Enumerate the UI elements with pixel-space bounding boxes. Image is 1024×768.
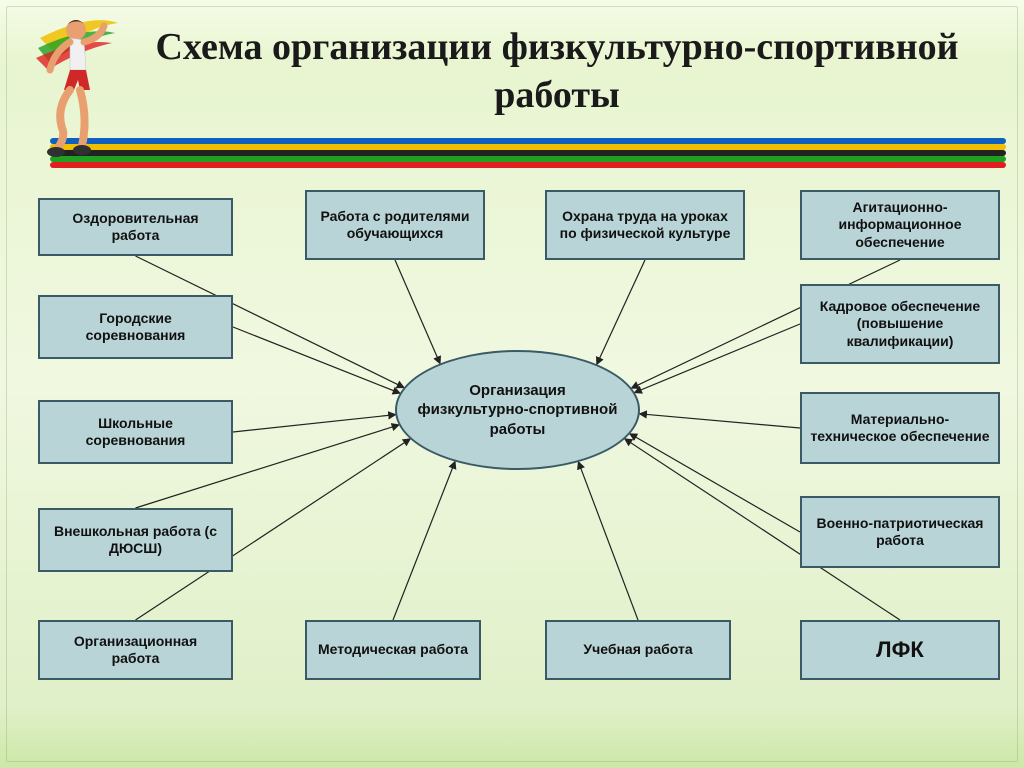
diagram-node: Учебная работа [545,620,731,680]
diagram-node-label: Внешкольная работа (с ДЮСШ) [48,523,223,558]
diagram-node-label: Организационная работа [48,633,223,668]
diagram-node: Работа с родителями обучающихся [305,190,485,260]
stripe [50,162,1006,168]
diagram-node-label: Учебная работа [583,641,692,659]
diagram-node-label: Школьные соревнования [48,415,223,450]
diagram-node: Городские соревнования [38,295,233,359]
slide-title: Схема организации физкультурно-спортивно… [120,24,994,119]
diagram-node-label: Агитационно-информационное обеспечение [810,199,990,252]
diagram-node: Кадровое обеспечение (повышение квалифик… [800,284,1000,364]
diagram-node: Военно-патриотическая работа [800,496,1000,568]
diagram-node: Материально-техническое обеспечение [800,392,1000,464]
diagram-node: Охрана труда на уроках по физической кул… [545,190,745,260]
decorative-stripes [50,138,1006,164]
diagram-node-label: ЛФК [876,636,924,664]
diagram-node-label: Оздоровительная работа [48,210,223,245]
diagram-area: Организация физкультурно-спортивной рабо… [0,180,1024,768]
diagram-node: Методическая работа [305,620,481,680]
diagram-node: Организационная работа [38,620,233,680]
diagram-node: Школьные соревнования [38,400,233,464]
diagram-node: Внешкольная работа (с ДЮСШ) [38,508,233,572]
diagram-node-label: Военно-патриотическая работа [810,515,990,550]
diagram-node-label: Работа с родителями обучающихся [315,208,475,243]
diagram-node-label: Охрана труда на уроках по физической кул… [555,208,735,243]
diagram-node-label: Материально-техническое обеспечение [810,411,990,446]
center-node: Организация физкультурно-спортивной рабо… [395,350,640,470]
diagram-node-label: Городские соревнования [48,310,223,345]
runner-illustration [30,8,120,173]
diagram-node: ЛФК [800,620,1000,680]
diagram-node: Оздоровительная работа [38,198,233,256]
center-node-label: Организация физкультурно-спортивной рабо… [415,381,620,440]
diagram-node-label: Методическая работа [318,641,468,659]
diagram-node: Агитационно-информационное обеспечение [800,190,1000,260]
diagram-node-label: Кадровое обеспечение (повышение квалифик… [810,298,990,351]
